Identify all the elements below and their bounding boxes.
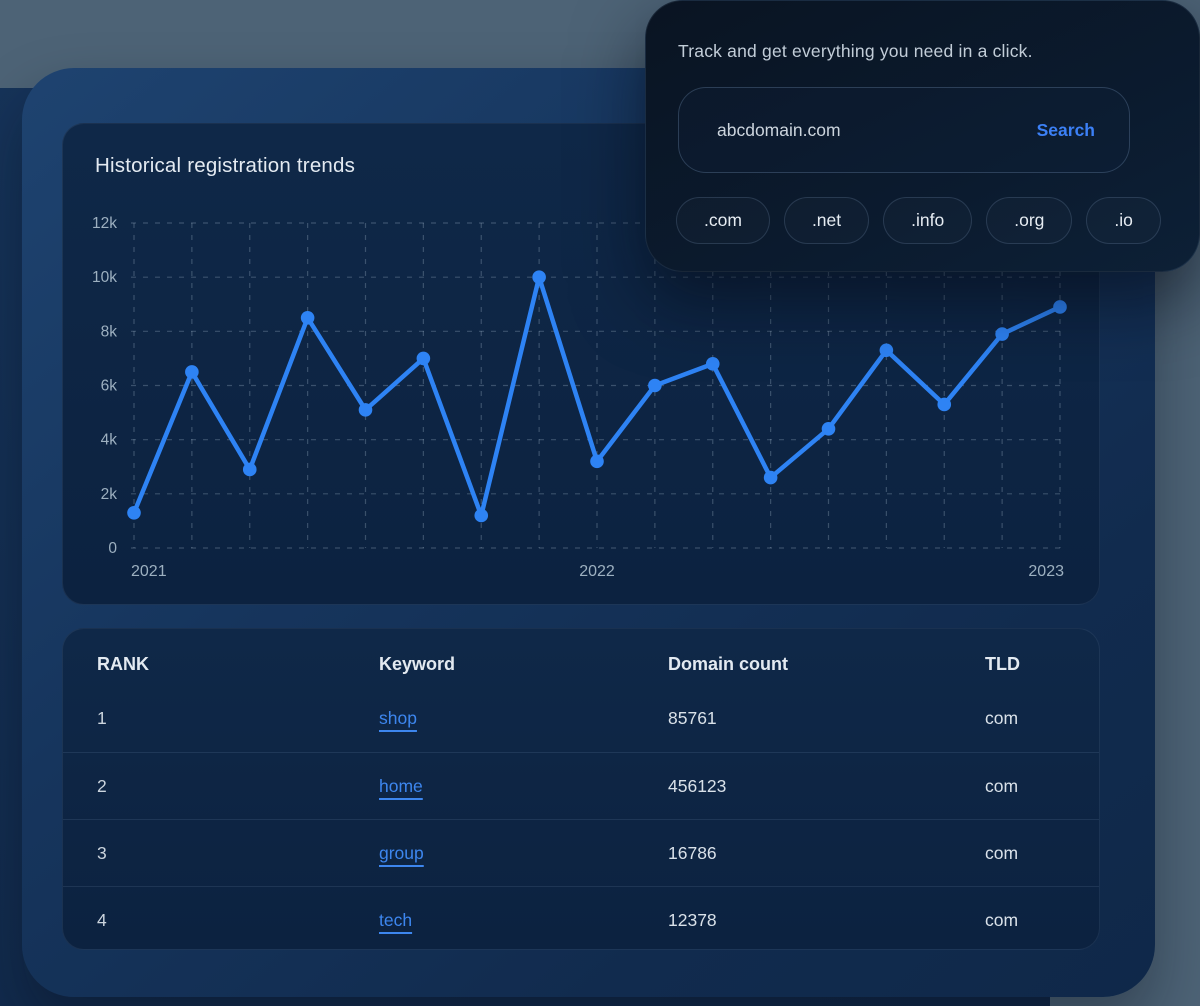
rank-cell: 1 (97, 708, 107, 728)
keyword-cell: tech (379, 910, 668, 931)
domain-count-cell: 12378 (668, 909, 717, 930)
search-card-title: Track and get everything you need in a c… (678, 41, 1033, 61)
tld-cell: com (985, 909, 1019, 930)
table-body: 1 shop 85761 com 2 home 456123 com 3 group 16786 co… (63, 685, 1099, 953)
table-header-keyword: Keyword (379, 653, 456, 674)
domain-count-cell: 16786 (668, 842, 717, 863)
table-row: 2 home 456123 com (63, 752, 1099, 819)
tld-cell: com (985, 708, 1019, 728)
tld-cell: com (985, 842, 1019, 863)
svg-text:2k: 2k (101, 486, 118, 503)
svg-text:2022: 2022 (579, 563, 615, 580)
table-header-row: RANK Keyword Domain count TLD (63, 629, 1099, 685)
keyword-link[interactable]: group (379, 842, 424, 863)
svg-text:10k: 10k (92, 269, 117, 286)
svg-text:2021: 2021 (131, 563, 167, 580)
table-header-domain-count: Domain count (668, 653, 788, 674)
keyword-cell: home (379, 776, 668, 797)
svg-text:0: 0 (108, 540, 117, 557)
domain-count-cell: 456123 (668, 775, 727, 796)
tld-pill-org[interactable]: .org (986, 197, 1073, 244)
keyword-cell: shop (379, 708, 668, 729)
tld-pill-io[interactable]: .io (1086, 197, 1161, 244)
domain-search-box[interactable]: abcdomain.com Search (678, 87, 1130, 173)
keyword-link[interactable]: home (379, 775, 423, 796)
svg-text:4k: 4k (101, 432, 118, 449)
table-header-rank: RANK (97, 653, 149, 674)
domain-search-card: Track and get everything you need in a c… (645, 0, 1200, 272)
keyword-link[interactable]: shop (379, 708, 417, 728)
svg-text:2023: 2023 (1028, 563, 1064, 580)
tld-cell: com (985, 775, 1019, 796)
keywords-table-card: RANK Keyword Domain count TLD 1 shop 85761… (62, 628, 1100, 950)
tld-pill-row: .com .net .info .org .io (676, 197, 1161, 244)
chart-title: Historical registration trends (95, 154, 356, 177)
rank-cell: 3 (97, 842, 107, 863)
table-row: 4 tech 12378 com (63, 886, 1099, 953)
domain-count-cell: 85761 (668, 708, 717, 728)
table-header-tld: TLD (985, 653, 1020, 674)
search-button[interactable]: Search (1036, 119, 1095, 140)
table-row: 1 shop 85761 com (63, 685, 1099, 752)
rank-cell: 4 (97, 909, 107, 930)
keyword-cell: group (379, 843, 668, 864)
tld-pill-info[interactable]: .info (883, 197, 973, 244)
svg-text:8k: 8k (101, 323, 118, 340)
rank-cell: 2 (97, 775, 107, 796)
domain-search-input[interactable]: abcdomain.com (717, 119, 841, 140)
table-row: 3 group 16786 com (63, 819, 1099, 886)
svg-text:6k: 6k (101, 378, 118, 395)
tld-pill-net[interactable]: .net (783, 197, 870, 244)
tld-pill-com[interactable]: .com (676, 197, 770, 244)
svg-text:12k: 12k (92, 215, 117, 232)
registration-trends-chart: 0 2k 4k 6k 8k 10k 12k 2021 2022 2023 (92, 215, 1067, 580)
keyword-link[interactable]: tech (379, 909, 413, 930)
